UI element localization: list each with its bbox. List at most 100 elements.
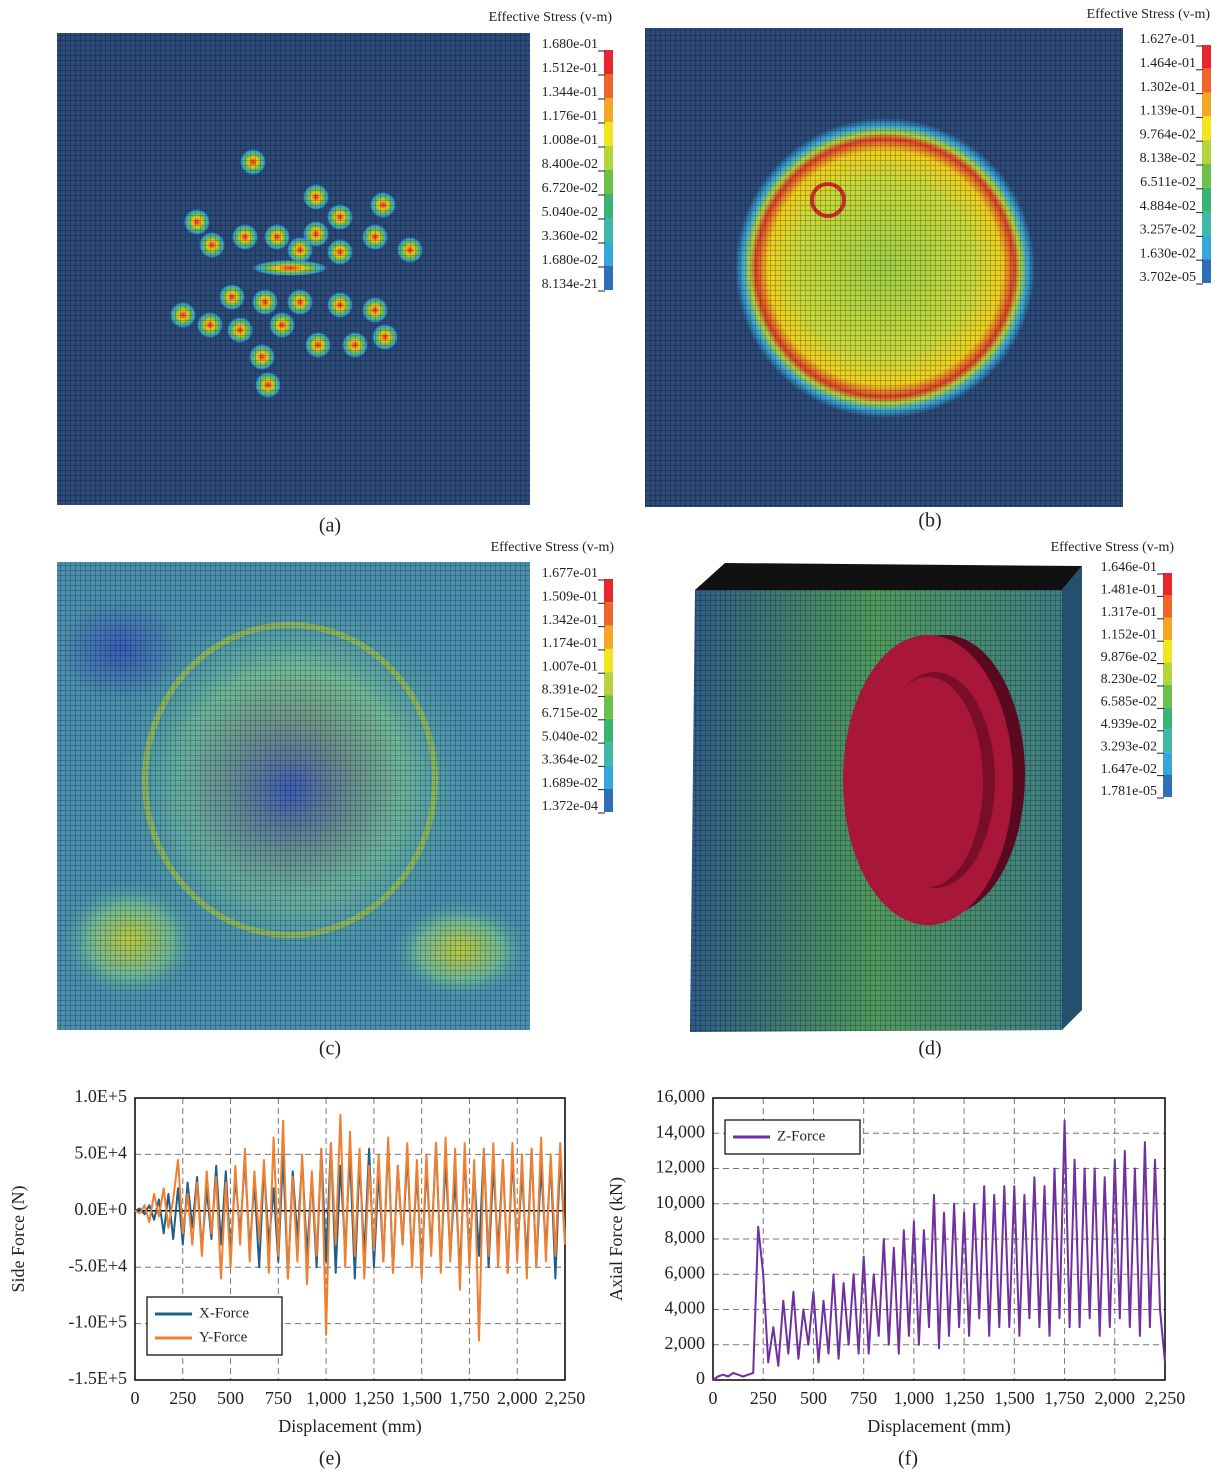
colorbar-label: 1.008e-01 [542,133,598,148]
y-tick-label: -5.0E+4 [68,1255,127,1275]
colorbar-label: 1.646e-01 [1101,560,1157,575]
panel-d [690,563,1082,1032]
x-tick-label: 1,750 [449,1388,490,1408]
colorbar-label: 1.481e-01 [1101,583,1157,598]
colorbar-label: 5.040e-02 [542,205,598,220]
caption: (b) [918,510,941,532]
x-tick-label: 1,500 [994,1388,1035,1408]
x-tick-label: 1,500 [401,1388,442,1408]
colorbar-segment [1202,164,1211,188]
colorbar-label: 3.702e-05 [1140,270,1196,285]
colorbar-label: 1.152e-01 [1101,627,1157,642]
colorbar-label: 8.391e-02 [542,683,598,698]
y-tick-label: 1.0E+5 [74,1086,127,1106]
colorbar-label: 1.344e-01 [542,85,598,100]
colorbar-segment [604,122,613,146]
y-axis-label: Axial Force (kN) [606,1177,627,1301]
colorbar-label: 1.781e-05 [1101,784,1157,799]
legend-label: Y-Force [199,1329,248,1345]
caption: (f) [898,1448,918,1470]
colorbar-title: Effective Stress (v-m) [489,10,613,25]
x-tick-label: 1,750 [1044,1388,1085,1408]
colorbar-label: 8.400e-02 [542,157,598,172]
panel-b [645,28,1123,507]
caption: (e) [319,1448,341,1470]
colorbar-segment [1163,662,1172,685]
colorbar-segment [1202,92,1211,117]
colorbar-label: 1.680e-02 [542,253,598,268]
x-axis-label: Displacement (mm) [867,1416,1010,1437]
colorbar-label: 5.040e-02 [542,729,598,744]
caption: (c) [319,1038,341,1060]
x-tick-label: 1,250 [944,1388,985,1408]
colorbar-segment [604,648,613,673]
colorbar-segment [604,266,613,290]
colorbar-label: 1.464e-01 [1140,56,1196,71]
x-tick-label: 500 [217,1388,244,1408]
colorbar-segment [604,98,613,122]
colorbar-segment [1202,235,1211,260]
x-tick-label: 2,250 [545,1388,586,1408]
colorbar-label: 6.511e-02 [1140,175,1196,190]
x-axis-label: Displacement (mm) [278,1416,421,1437]
colorbar-label: 1.509e-01 [542,590,598,605]
legend-box [146,1296,283,1356]
colorbar-label: 1.647e-02 [1101,762,1157,777]
colorbar-segment [1163,617,1172,641]
colorbar-label: 1.627e-01 [1140,32,1196,47]
colorbar-title: Effective Stress (v-m) [491,540,615,555]
colorbar-segment [1202,187,1211,212]
colorbar-segment [604,765,613,789]
colorbar-label: 6.720e-02 [542,181,598,196]
colorbar-segment [1202,140,1211,164]
y-tick-label: 6,000 [665,1262,706,1282]
colorbar-segment [604,579,613,603]
colorbar-segment [604,50,613,74]
y-tick-label: 16,000 [656,1086,706,1106]
x-tick-label: 0 [131,1388,140,1408]
colorbar-segment [604,625,613,649]
colorbar-label: 3.257e-02 [1140,223,1196,238]
colorbar-segment [1163,752,1172,775]
y-tick-label: 14,000 [656,1121,706,1141]
colorbar-label: 8.138e-02 [1140,151,1196,166]
panel-c [57,562,530,1030]
y-tick-label: 12,000 [656,1157,706,1177]
x-tick-label: 2,000 [497,1388,538,1408]
colorbar-segment [604,218,613,242]
colorbar-label: 1.630e-02 [1140,246,1196,261]
colorbar-segment [1163,774,1172,797]
legend-label: Z-Force [777,1128,826,1144]
colorbar-label: 6.715e-02 [542,706,598,721]
colorbar-title: Effective Stress (v-m) [1051,540,1175,555]
colorbar-segment [1163,640,1172,663]
colorbar-segment [1163,573,1172,596]
colorbar-label: 1.372e-04 [542,799,598,814]
colorbar-segment [604,602,613,626]
colorbar-label: 8.230e-02 [1101,672,1157,687]
series-line [712,1119,1166,1381]
plot-frame [712,1097,1166,1381]
colorbar-label: 9.764e-02 [1140,127,1196,142]
x-tick-label: 1,000 [894,1388,935,1408]
colorbar-segment [604,718,613,743]
colorbar-label: 3.360e-02 [542,229,598,244]
colorbar-label: 1.689e-02 [542,776,598,791]
x-tick-label: 750 [850,1388,877,1408]
colorbar-segment [1202,68,1211,93]
y-tick-label: 8,000 [665,1227,706,1247]
legend-label: X-Force [199,1305,249,1321]
colorbar-segment [1163,595,1172,618]
colorbar-label: 3.293e-02 [1101,739,1157,754]
x-tick-label: 0 [709,1388,718,1408]
colorbar-segment [1202,116,1211,141]
caption: (a) [319,515,341,537]
colorbar-segment [604,695,613,719]
colorbar-label: 3.364e-02 [542,753,598,768]
x-tick-label: 1,000 [306,1388,347,1408]
x-tick-label: 750 [265,1388,292,1408]
colorbar-segment [604,242,613,266]
y-tick-label: 0 [696,1368,705,1388]
colorbar-label: 4.884e-02 [1140,199,1196,214]
